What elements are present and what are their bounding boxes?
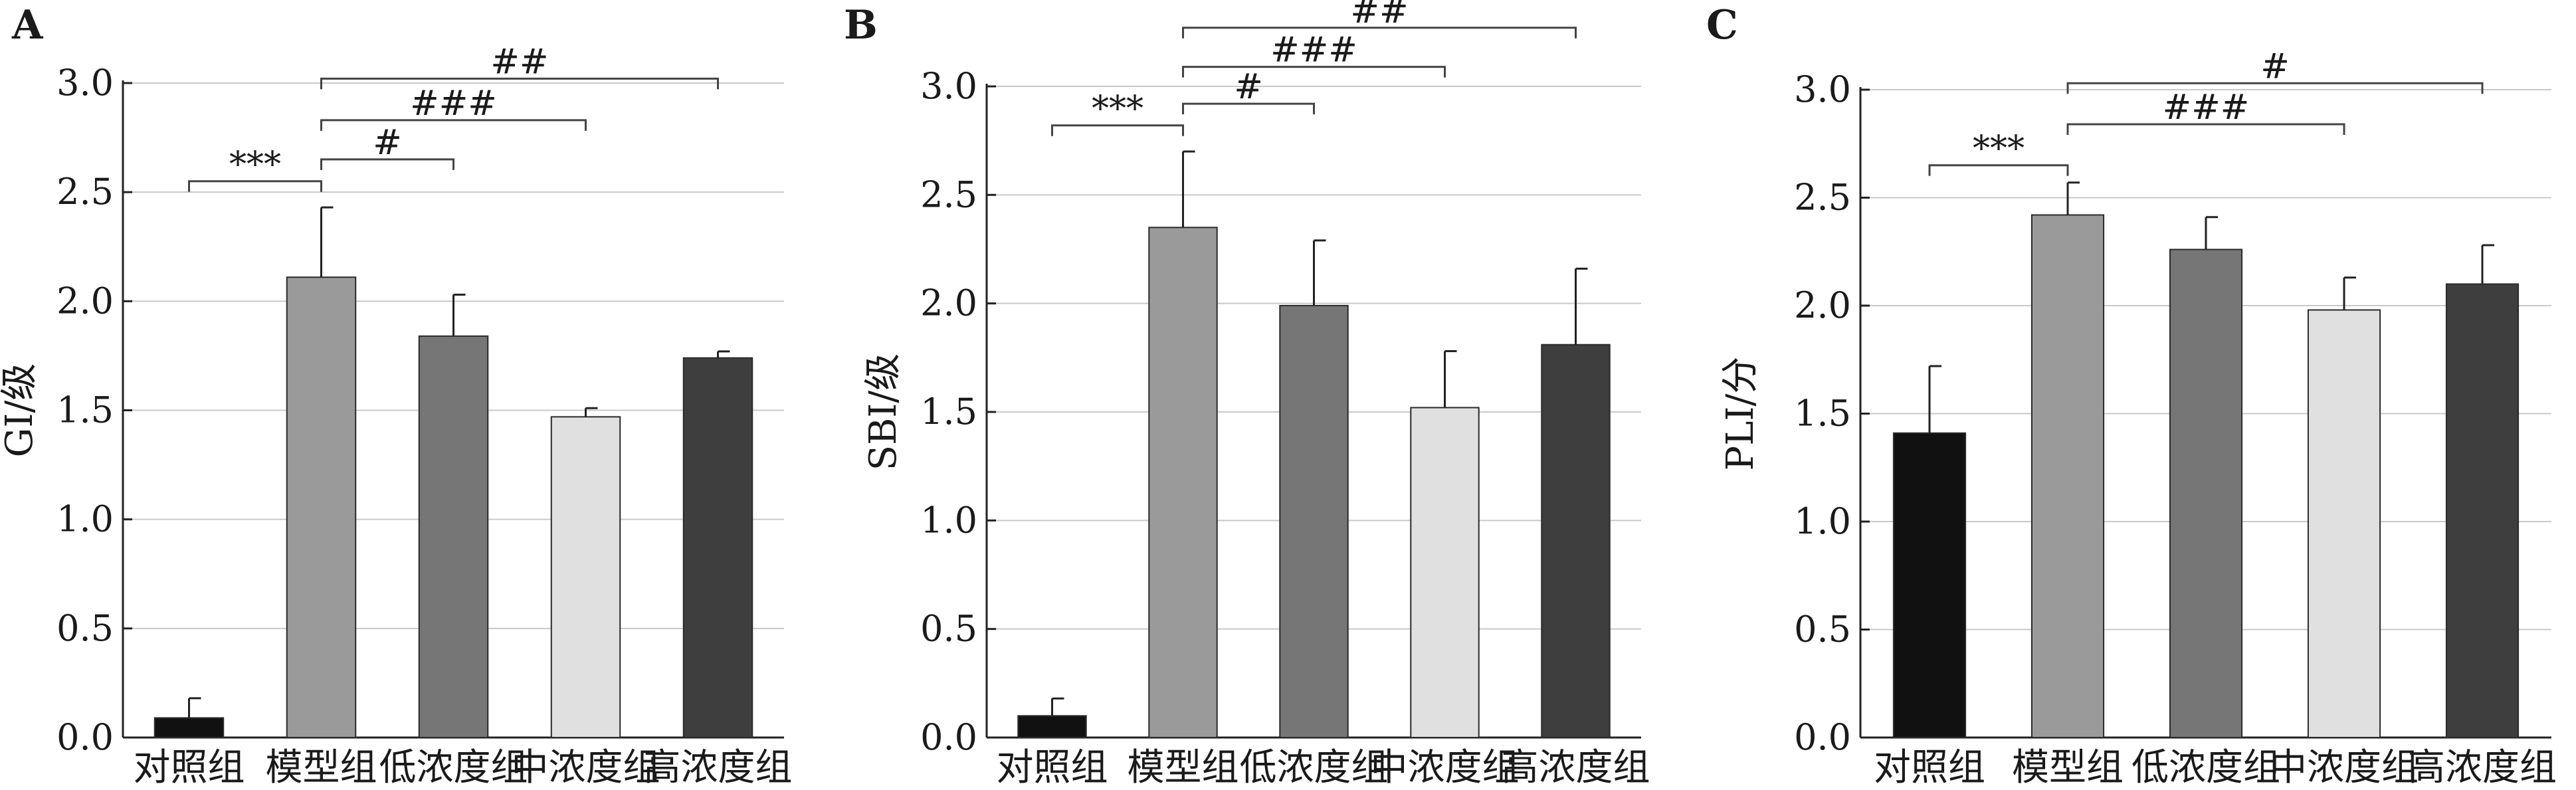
significance-label: ### bbox=[2163, 88, 2250, 128]
y-tick-label: 2.5 bbox=[56, 171, 114, 213]
category-label: 高浓度组 bbox=[1502, 746, 1650, 789]
category-label: 低浓度组 bbox=[2131, 746, 2280, 789]
y-tick-label: 1.5 bbox=[920, 391, 977, 433]
y-tick-label: 0.5 bbox=[1794, 609, 1851, 650]
significance-label: # bbox=[2260, 47, 2290, 86]
category-label: 高浓度组 bbox=[644, 746, 793, 789]
significance-label: *** bbox=[1092, 89, 1143, 129]
bar-3 bbox=[2169, 248, 2243, 738]
category-label: 中浓度组 bbox=[512, 746, 660, 789]
y-tick-label: 3.0 bbox=[1794, 68, 1851, 110]
significance-bracket bbox=[1182, 66, 1446, 78]
category-label: 模型组 bbox=[266, 746, 377, 789]
y-tick-label: 0.5 bbox=[920, 608, 977, 650]
significance-bracket bbox=[320, 77, 719, 90]
category-label: 模型组 bbox=[2012, 746, 2124, 789]
bar-5 bbox=[1541, 344, 1611, 738]
significance-label: ## bbox=[490, 42, 548, 82]
category-label: 中浓度组 bbox=[1371, 746, 1520, 789]
panel-letter: A bbox=[11, 2, 44, 49]
significance-bracket bbox=[1182, 102, 1315, 115]
bar-2 bbox=[2031, 214, 2105, 738]
significance-bracket bbox=[188, 180, 322, 192]
category-label: 对照组 bbox=[997, 746, 1108, 789]
significance-bracket bbox=[320, 119, 587, 131]
y-tick-label: 0.0 bbox=[1794, 716, 1851, 758]
panel-letter: B bbox=[844, 2, 878, 49]
significance-label: ### bbox=[1270, 31, 1357, 70]
category-label: 高浓度组 bbox=[2408, 746, 2557, 789]
category-label: 低浓度组 bbox=[1240, 746, 1389, 789]
significance-label: *** bbox=[229, 145, 281, 185]
bar-2 bbox=[1148, 227, 1218, 739]
y-tick-label: 1.0 bbox=[56, 498, 114, 540]
y-tick-label: 3.0 bbox=[56, 62, 114, 104]
bar-4 bbox=[2307, 309, 2381, 738]
bar-4 bbox=[1410, 407, 1480, 738]
bar-3 bbox=[1279, 304, 1349, 738]
y-axis-label: GI/级 bbox=[0, 363, 41, 458]
significance-label: ### bbox=[410, 84, 497, 124]
bar-2 bbox=[286, 276, 357, 738]
y-tick-label: 3.0 bbox=[920, 65, 977, 107]
significance-label: # bbox=[1234, 67, 1263, 107]
y-tick-label: 1.5 bbox=[56, 389, 114, 431]
panel-letter: C bbox=[1706, 2, 1738, 49]
significance-bracket bbox=[1928, 164, 2069, 176]
y-axis-label: SBI/级 bbox=[862, 353, 905, 471]
bar-3 bbox=[418, 335, 489, 739]
y-tick-label: 0.0 bbox=[56, 716, 114, 758]
bar-1 bbox=[1017, 715, 1087, 739]
y-tick-label: 0.5 bbox=[56, 607, 114, 649]
y-tick-label: 2.0 bbox=[1794, 284, 1851, 326]
category-label: 对照组 bbox=[1874, 746, 1985, 789]
category-label: 模型组 bbox=[1128, 746, 1239, 789]
category-label: 低浓度组 bbox=[379, 746, 528, 789]
y-tick-label: 2.5 bbox=[1794, 177, 1851, 219]
significance-label: ## bbox=[1350, 0, 1408, 31]
y-tick-label: 1.0 bbox=[1794, 500, 1851, 542]
significance-bracket bbox=[320, 158, 454, 170]
bar-5 bbox=[2445, 283, 2520, 738]
y-tick-label: 1.0 bbox=[920, 499, 977, 541]
category-label: 中浓度组 bbox=[2270, 746, 2419, 789]
y-tick-label: 2.0 bbox=[920, 282, 977, 324]
y-tick-label: 2.0 bbox=[56, 280, 114, 322]
significance-bracket bbox=[1051, 124, 1184, 136]
significance-bracket bbox=[2066, 123, 2345, 135]
y-tick-label: 0.0 bbox=[920, 716, 977, 758]
category-label: 对照组 bbox=[134, 746, 245, 789]
y-tick-label: 1.5 bbox=[1794, 393, 1851, 435]
bar-1 bbox=[1892, 432, 1967, 738]
y-tick-label: 2.5 bbox=[920, 173, 977, 215]
bar-1 bbox=[153, 717, 225, 738]
bar-4 bbox=[550, 416, 621, 738]
significance-bracket bbox=[2066, 82, 2484, 94]
significance-label: # bbox=[373, 123, 402, 163]
y-axis-label: PLI/分 bbox=[1719, 357, 1762, 471]
bar-5 bbox=[682, 357, 753, 738]
significance-label: *** bbox=[1973, 129, 2025, 169]
significance-bracket bbox=[1182, 27, 1577, 39]
